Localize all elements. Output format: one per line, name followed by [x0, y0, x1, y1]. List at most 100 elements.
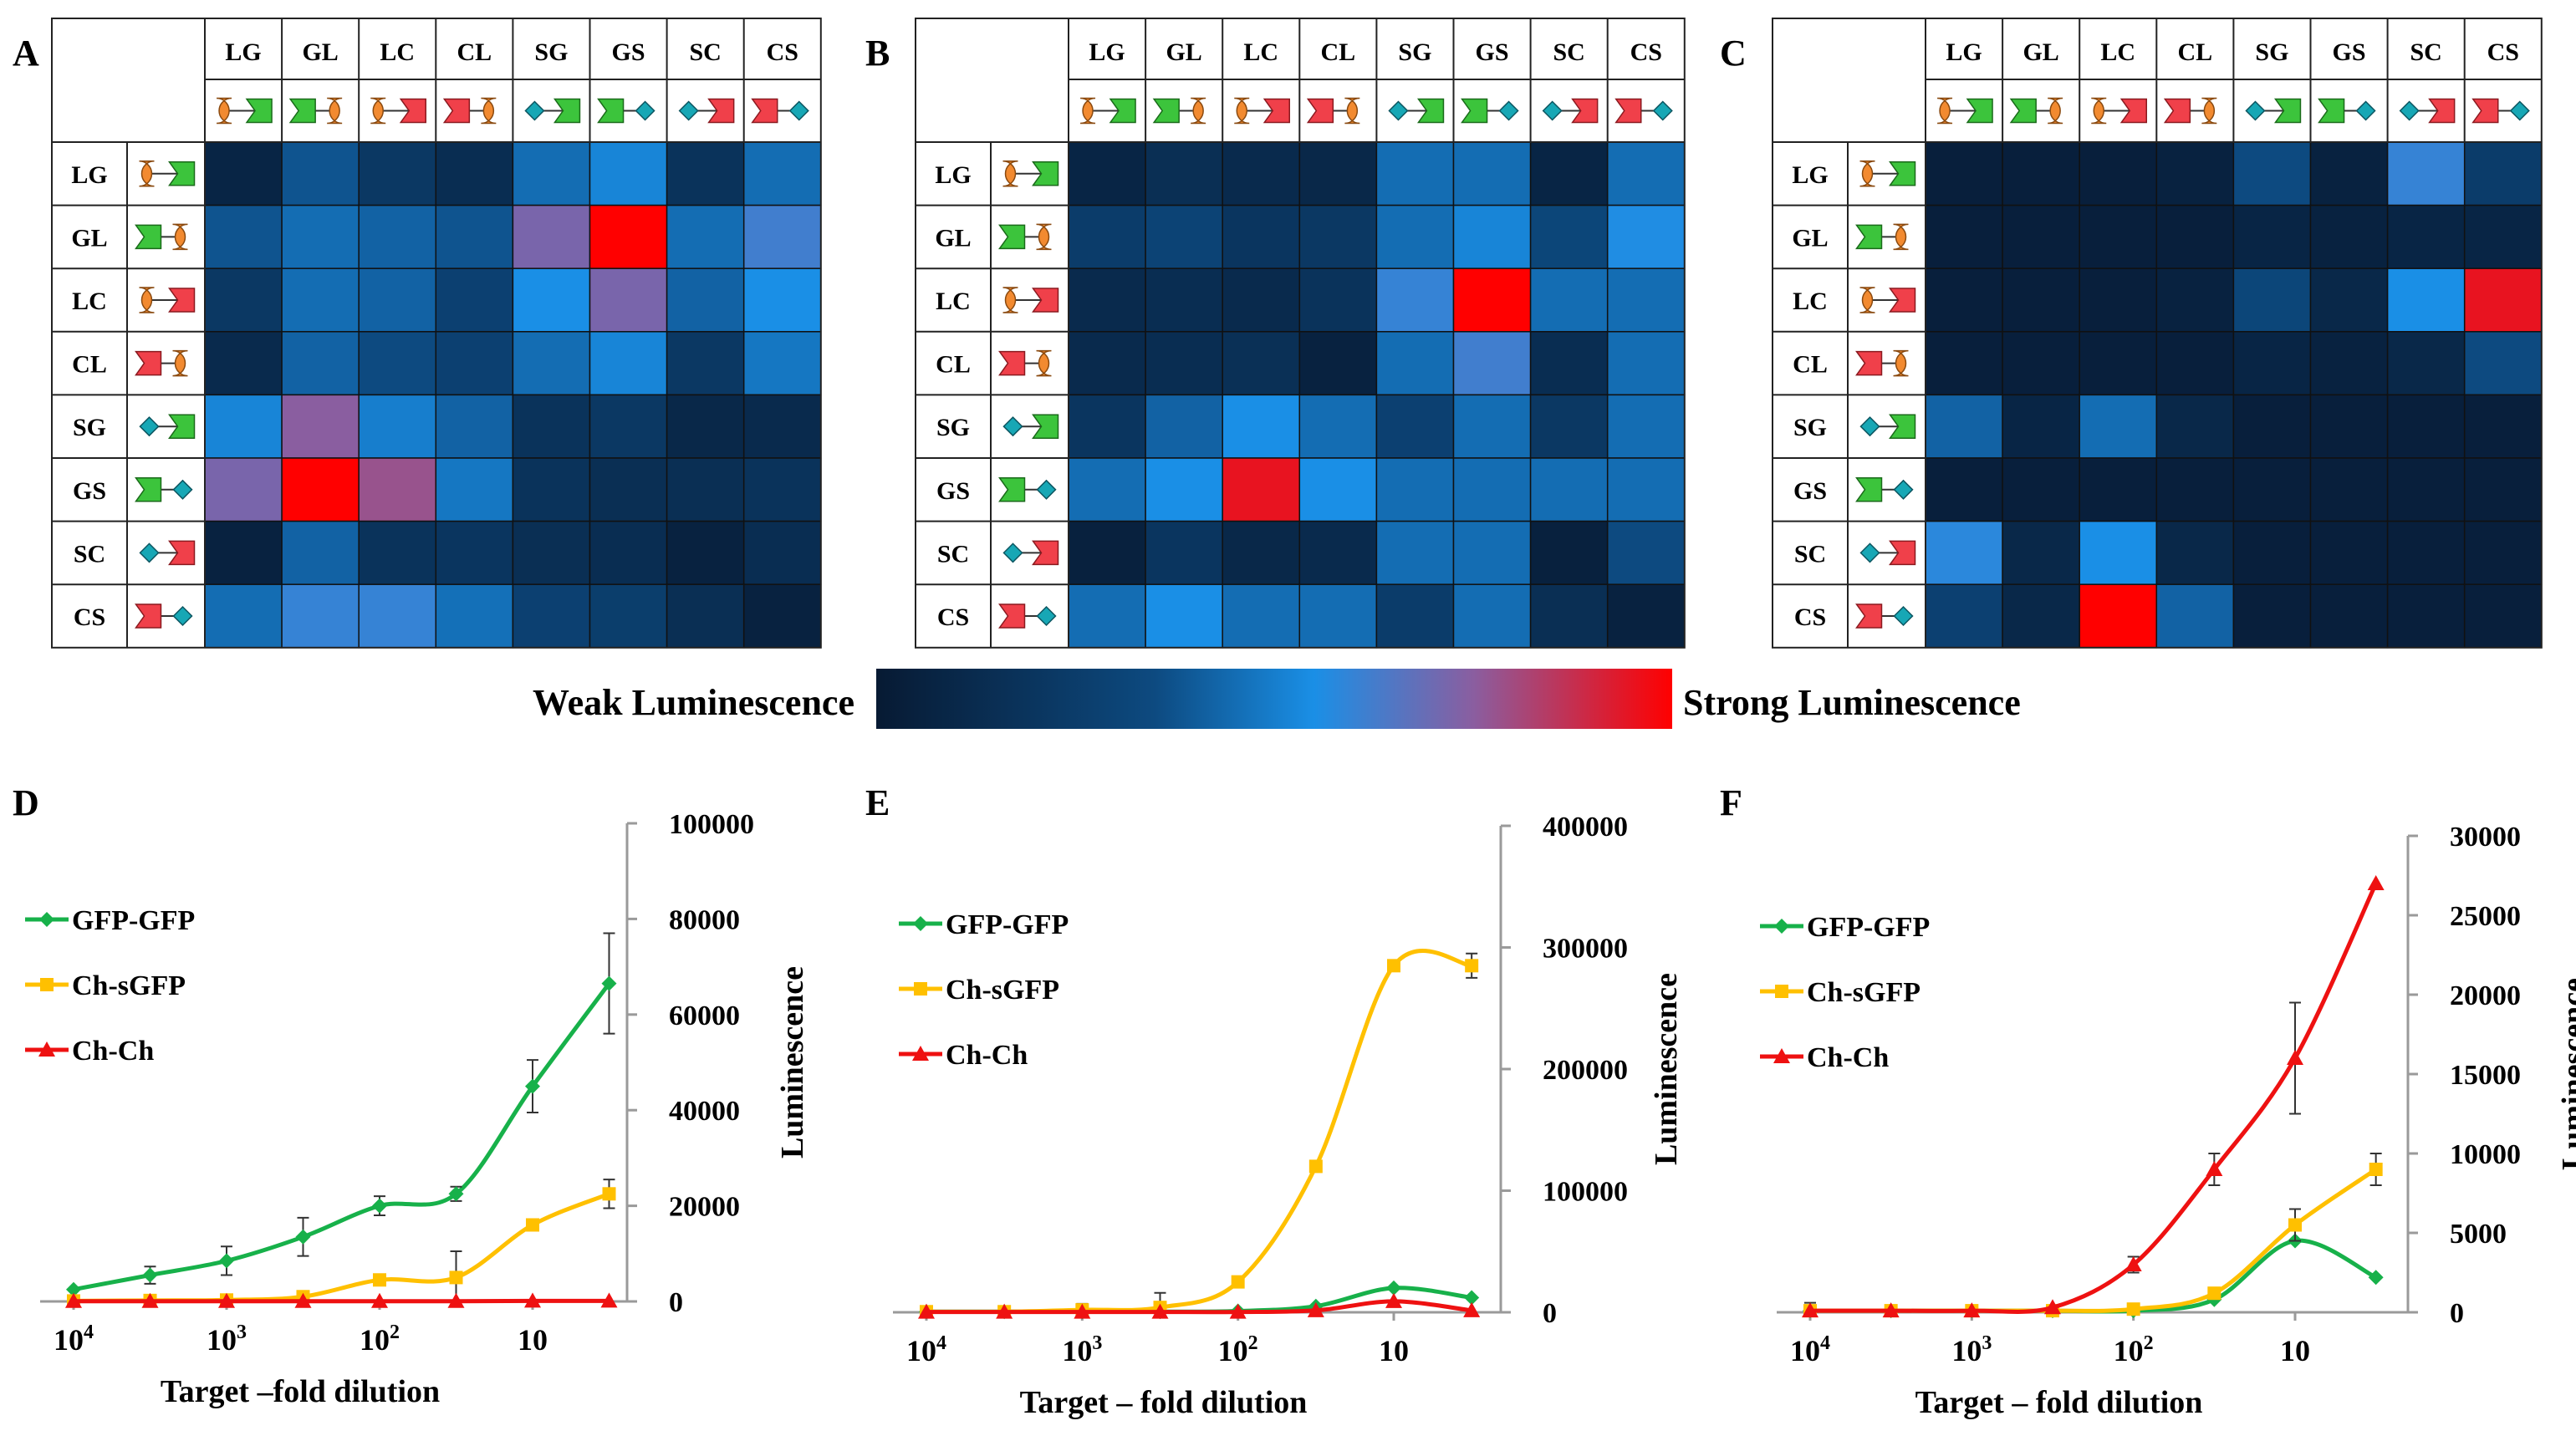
y-tick-label: 0 — [2450, 1298, 2464, 1329]
construct-lg-icon — [1002, 160, 1059, 187]
construct-sg-icon — [139, 414, 196, 439]
heatmap-cell — [1452, 457, 1532, 522]
data-point — [1773, 1048, 1790, 1063]
data-point — [2207, 1286, 2221, 1301]
construct-cs-icon — [135, 603, 193, 629]
heatmap-cell — [1145, 331, 1223, 396]
heatmap-cell — [2079, 141, 2158, 206]
heatmap-cell — [1298, 141, 1378, 206]
construct-gs-icon — [998, 477, 1057, 502]
heatmap-cell — [1529, 331, 1609, 396]
heatmap-cell — [435, 583, 514, 649]
heatmap-cell — [2232, 457, 2312, 522]
column-label: LG — [225, 38, 261, 66]
heatmap-cell — [666, 583, 745, 649]
data-point — [447, 1292, 465, 1308]
line-chart-panel-d: D 0 20000 40000 60000 80000 100000 104 103 102 10 T… — [13, 782, 810, 1409]
row-label: SG — [73, 414, 106, 441]
construct-gl-icon — [998, 223, 1052, 251]
heatmap-cell — [358, 394, 437, 459]
data-point — [2288, 1218, 2302, 1232]
heatmap-cell — [589, 457, 668, 522]
data-point — [996, 1303, 1013, 1319]
heatmap-cell — [1529, 267, 1609, 333]
column-label: SG — [1398, 38, 1431, 66]
construct-sg-icon — [524, 98, 581, 124]
construct-sg-icon — [1859, 414, 1916, 439]
heatmap-cell — [435, 520, 514, 585]
x-tick-label: 103 — [207, 1321, 247, 1357]
heatmap-cell — [742, 331, 822, 396]
heatmap-cell — [1222, 457, 1301, 522]
data-point — [918, 1303, 935, 1319]
heatmap-cell — [1068, 520, 1146, 585]
construct-lc-icon — [2091, 97, 2147, 125]
heatmap-cell — [1452, 204, 1532, 269]
x-tick-label: 102 — [2114, 1332, 2154, 1367]
colorbar-low-label: Weak Luminescence — [533, 682, 854, 723]
x-axis-label: Target –fold dilution — [161, 1374, 440, 1409]
legend-entry: GFP-GFP — [899, 909, 1069, 940]
data-point — [1387, 959, 1400, 973]
heatmap-cell — [1529, 204, 1609, 269]
heatmap-cell — [1068, 141, 1146, 206]
panel-label: D — [13, 782, 39, 823]
heatmap-cell — [742, 457, 822, 522]
heatmap-cell — [1298, 331, 1378, 396]
x-tick-label: 103 — [1951, 1332, 1992, 1367]
data-point — [525, 1078, 540, 1094]
heatmap-cell — [1606, 394, 1686, 459]
construct-cs-icon — [1855, 603, 1914, 629]
heatmap-cell — [2232, 267, 2312, 333]
series-ch-ch — [918, 1292, 1481, 1319]
y-tick-label: 60000 — [669, 1001, 740, 1031]
data-point — [218, 1292, 235, 1308]
heatmap-cell — [742, 267, 822, 333]
heatmap-cell — [2002, 394, 2080, 459]
heatmap-cell — [1606, 267, 1686, 333]
heatmap-cell — [1068, 267, 1146, 333]
row-label: LC — [936, 288, 971, 315]
heatmap-cell — [1068, 331, 1146, 396]
data-point — [1308, 1159, 1323, 1174]
heatmap-cell — [742, 583, 822, 649]
data-point — [1307, 1301, 1324, 1317]
row-label: CS — [1794, 603, 1826, 631]
y-tick-label: 20000 — [669, 1192, 740, 1223]
heatmap-cell — [2309, 457, 2389, 522]
data-point — [524, 1292, 541, 1308]
y-axis-label: Luminescence — [1649, 973, 1684, 1165]
heatmap-cell — [1925, 583, 2003, 649]
construct-sc-icon — [139, 540, 196, 566]
colorbar: Weak Luminescence Strong Luminescence — [533, 669, 2021, 729]
construct-lg-icon — [217, 97, 273, 125]
heatmap-cell — [2155, 457, 2235, 522]
column-label: GL — [302, 38, 338, 66]
heatmap-cell — [589, 583, 668, 649]
construct-sc-icon — [1002, 540, 1059, 566]
heatmap-cell — [2079, 583, 2158, 649]
row-label: GS — [73, 477, 106, 505]
data-point — [913, 916, 928, 931]
heatmap-cell — [1145, 457, 1223, 522]
data-point — [2367, 875, 2385, 890]
x-tick-label: 10 — [1379, 1334, 1409, 1367]
heatmap-cell — [589, 520, 668, 585]
row-label: CL — [936, 351, 971, 379]
column-label: SG — [534, 38, 568, 66]
heatmap-cell — [204, 141, 283, 206]
heatmap-cell — [2463, 204, 2543, 269]
data-point — [219, 1253, 234, 1269]
heatmap-cell — [2463, 520, 2543, 585]
y-tick-label: 40000 — [669, 1096, 740, 1127]
heatmap-cell — [1298, 394, 1378, 459]
heatmap-cell — [2002, 204, 2080, 269]
construct-gl-icon — [2009, 97, 2063, 125]
heatmap-cell — [2386, 141, 2466, 206]
series-ch-ch — [1802, 875, 2385, 1318]
construct-gl-icon — [288, 97, 343, 125]
heatmap-cell — [1606, 204, 1686, 269]
data-point — [449, 1271, 463, 1285]
data-point — [1882, 1302, 1900, 1318]
construct-lc-icon — [1859, 287, 1916, 313]
